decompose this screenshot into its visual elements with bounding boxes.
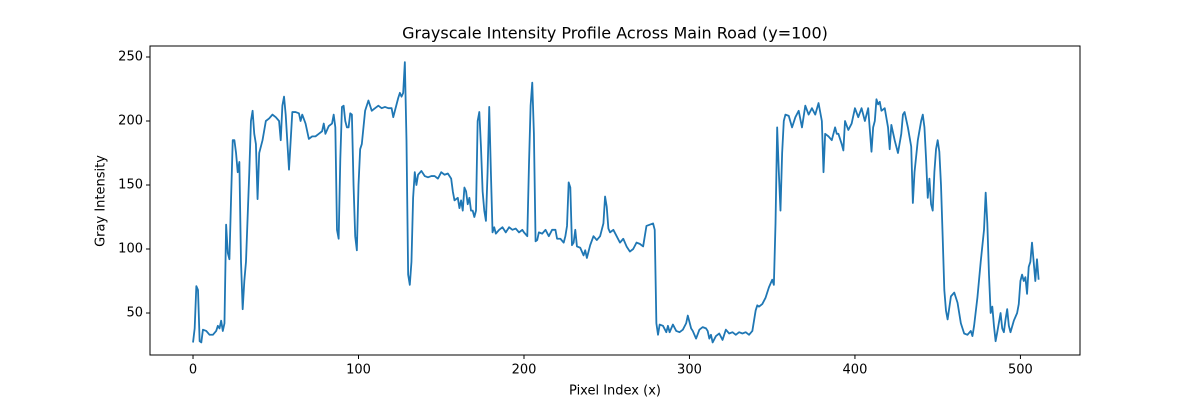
- y-tick-label: 250: [118, 50, 143, 65]
- y-tick-label: 100: [118, 242, 143, 257]
- chart-title: Grayscale Intensity Profile Across Main …: [402, 24, 828, 43]
- x-tick-label: 0: [189, 363, 197, 378]
- x-tick-label: 200: [512, 363, 537, 378]
- x-tick-label: 100: [346, 363, 371, 378]
- x-axis-label: Pixel Index (x): [569, 384, 661, 399]
- y-axis-label: Gray Intensity: [94, 155, 109, 247]
- x-tick-label: 300: [677, 363, 702, 378]
- y-tick-label: 150: [118, 178, 143, 193]
- x-tick-label: 500: [1008, 363, 1033, 378]
- y-tick-label: 50: [126, 306, 143, 321]
- plot-frame: [149, 45, 1081, 356]
- y-tick-label: 200: [118, 114, 143, 129]
- data-line: [192, 61, 1040, 344]
- x-tick-label: 400: [843, 363, 868, 378]
